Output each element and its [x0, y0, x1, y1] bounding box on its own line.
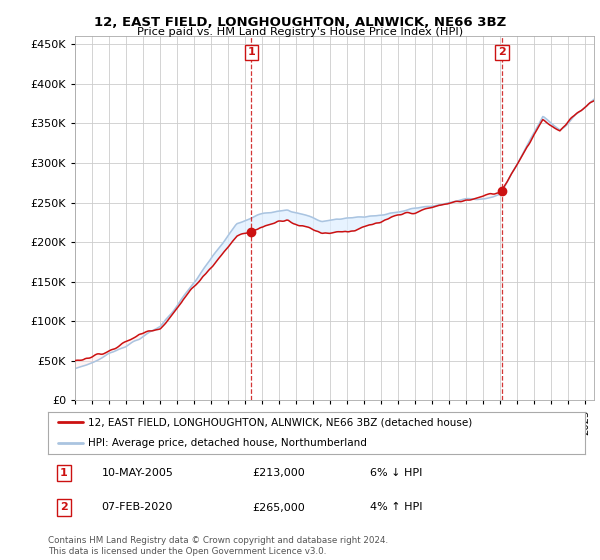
Text: Price paid vs. HM Land Registry's House Price Index (HPI): Price paid vs. HM Land Registry's House …	[137, 27, 463, 38]
Text: 10-MAY-2005: 10-MAY-2005	[102, 468, 173, 478]
Text: 1: 1	[248, 48, 256, 57]
Text: 12, EAST FIELD, LONGHOUGHTON, ALNWICK, NE66 3BZ (detached house): 12, EAST FIELD, LONGHOUGHTON, ALNWICK, N…	[88, 417, 473, 427]
Text: 2: 2	[60, 502, 68, 512]
Text: 2: 2	[498, 48, 506, 57]
Text: Contains HM Land Registry data © Crown copyright and database right 2024.
This d: Contains HM Land Registry data © Crown c…	[48, 536, 388, 556]
Text: 4% ↑ HPI: 4% ↑ HPI	[370, 502, 422, 512]
Text: 07-FEB-2020: 07-FEB-2020	[102, 502, 173, 512]
Text: £213,000: £213,000	[252, 468, 305, 478]
Text: HPI: Average price, detached house, Northumberland: HPI: Average price, detached house, Nort…	[88, 438, 367, 448]
Text: 6% ↓ HPI: 6% ↓ HPI	[370, 468, 422, 478]
Text: £265,000: £265,000	[252, 502, 305, 512]
Text: 12, EAST FIELD, LONGHOUGHTON, ALNWICK, NE66 3BZ: 12, EAST FIELD, LONGHOUGHTON, ALNWICK, N…	[94, 16, 506, 29]
Text: 1: 1	[60, 468, 68, 478]
